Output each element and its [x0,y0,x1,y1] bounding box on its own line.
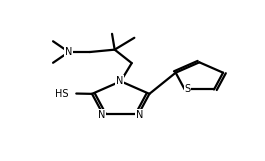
Text: S: S [184,85,191,95]
Text: N: N [136,110,143,120]
Text: HS: HS [55,89,68,99]
Text: N: N [98,110,105,120]
Text: N: N [116,76,123,85]
Text: N: N [65,47,72,57]
